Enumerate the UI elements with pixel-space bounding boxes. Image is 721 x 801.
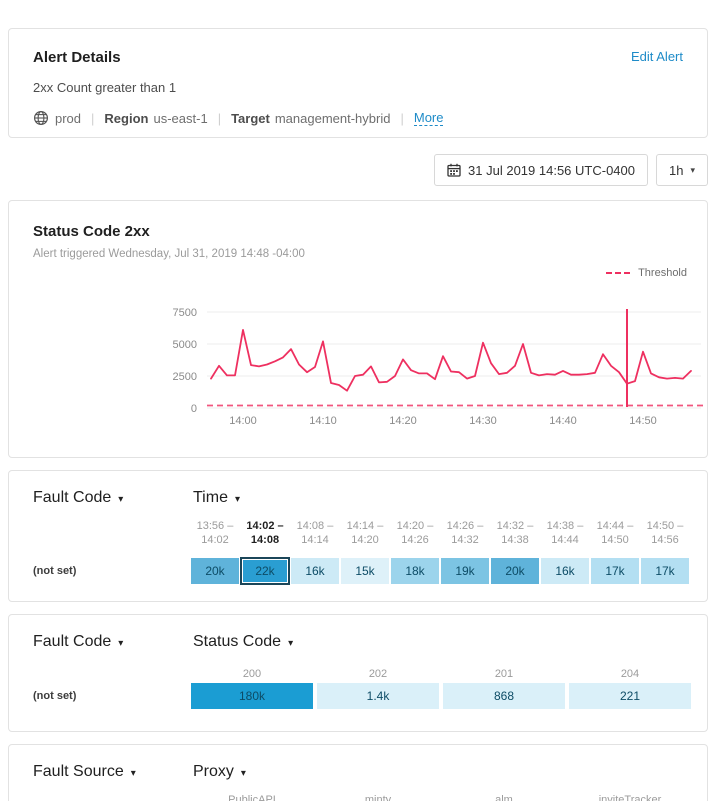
svg-text:0: 0 [191,403,197,415]
measure-label: Proxy [193,763,234,780]
heatmap-cell[interactable]: 1.4k [317,683,439,709]
threshold-dash-icon [606,272,631,274]
breakdown-card: Fault Code ▾ Status Code ▾ 200 202 201 204 (not … [8,614,708,732]
alert-meta-row: prod | Region us-east-1 | Target managem… [33,110,683,126]
page-title: Alert Details [33,49,121,66]
chart-card: Status Code 2xx Alert triggered Wednesda… [8,200,708,458]
dimension-label: Fault Source [33,763,124,780]
heatmap-cell[interactable]: 15k [341,558,389,584]
chevron-down-icon: ▾ [234,493,240,505]
column-headers: 13:56 –14:02 14:02 –14:08 14:08 –14:14 14:1… [191,519,689,547]
breakdown-card: Fault Code ▾ Time ▾ 13:56 –14:02 14:02 –14:08… [8,470,708,602]
chevron-down-icon: ▾ [240,767,246,779]
breakdown-card: Fault Source ▾ Proxy ▾ PublicAPI minty alm invi… [8,744,708,801]
chart-title: Status Code 2xx [33,223,150,240]
column-header: 14:26 –14:32 [446,520,484,546]
more-link[interactable]: More [413,110,444,126]
svg-text:2500: 2500 [173,371,197,383]
measure-dropdown[interactable]: Time ▾ [193,489,240,507]
region-label: Region [104,110,149,126]
measure-dropdown[interactable]: Proxy ▾ [193,763,246,781]
alert-condition: 2xx Count greater than 1 [33,80,177,95]
region-value: us-east-1 [153,110,208,126]
chevron-down-icon: ▾ [130,767,136,779]
svg-text:14:20: 14:20 [389,415,417,427]
svg-text:14:10: 14:10 [309,415,337,427]
column-header: inviteTracker [598,794,662,801]
heatmap-cell[interactable]: 17k [591,558,639,584]
heatmap-cell[interactable]: 22k [240,557,290,585]
globe-icon [33,110,49,126]
heatmap-cell[interactable]: 868 [443,683,565,709]
heatmap-cell[interactable]: 20k [491,558,539,584]
column-header: PublicAPI [228,794,276,801]
column-header: 14:20 –14:26 [396,520,434,546]
column-header: 14:08 –14:14 [296,520,334,546]
status-code-2xx-chart[interactable]: 0 2500 5000 7500 14:00 14:10 14:20 14:30 14:40 14… [9,271,709,436]
column-header: 14:38 –14:44 [546,520,584,546]
column-header: 200 [242,668,262,680]
duration-dropdown[interactable]: 1h ▾ [656,154,708,186]
dimension-dropdown[interactable]: Fault Code ▾ [33,489,123,507]
chevron-down-icon: ▾ [118,637,124,649]
heatmap-cell[interactable]: 180k [191,683,313,709]
dimension-label: Fault Code [33,633,112,650]
measure-label: Time [193,489,228,506]
heatmap-row: 20k 22k 16k 15k 18k 19k 20k 16k 17k 17k [191,557,689,585]
time-controls: 31 Jul 2019 14:56 UTC-0400 1h ▾ [0,154,708,186]
svg-text:7500: 7500 [173,307,197,319]
heatmap-cell[interactable]: 16k [291,558,339,584]
breakdown-cards: Fault Code ▾ Time ▾ 13:56 –14:02 14:02 –14:08… [0,470,721,801]
svg-text:14:30: 14:30 [469,415,497,427]
heatmap-row: 180k 1.4k 868 221 [191,683,691,709]
column-header: 14:14 –14:20 [346,520,384,546]
chevron-down-icon: ▾ [690,164,695,175]
column-header: 202 [368,668,388,680]
chart-legend: Threshold [606,267,687,279]
svg-text:5000: 5000 [173,339,197,351]
column-headers: PublicAPI minty alm inviteTracker [191,793,691,801]
column-header: 14:32 –14:38 [496,520,534,546]
measure-label: Status Code [193,633,282,650]
alert-details-card: Alert Details Edit Alert 2xx Count great… [8,28,708,138]
column-header: 14:02 –14:08 [246,520,284,546]
environment-value: prod [55,110,82,126]
svg-text:14:40: 14:40 [549,415,577,427]
datetime-picker-button[interactable]: 31 Jul 2019 14:56 UTC-0400 [434,154,648,186]
heatmap-cell[interactable]: 19k [441,558,489,584]
column-header: 14:50 –14:56 [646,520,684,546]
measure-dropdown[interactable]: Status Code ▾ [193,633,293,651]
column-header: 201 [494,668,514,680]
column-header: 13:56 –14:02 [196,520,234,546]
legend-label: Threshold [638,267,687,279]
series-line [210,329,692,392]
svg-text:14:50: 14:50 [629,415,657,427]
heatmap-cell[interactable]: 17k [641,558,689,584]
target-value: management-hybrid [274,110,391,126]
row-label: (not set) [33,565,77,577]
row-label: (not set) [33,690,77,702]
column-header: 14:44 –14:50 [596,520,634,546]
dimension-dropdown[interactable]: Fault Source ▾ [33,763,136,781]
chevron-down-icon: ▾ [118,493,124,505]
heatmap-cell[interactable]: 16k [541,558,589,584]
heatmap-cell[interactable]: 221 [569,683,691,709]
alert-detail-page: Alert Details Edit Alert 2xx Count great… [0,28,721,801]
alert-triggered-text: Alert triggered Wednesday, Jul 31, 2019 … [33,248,305,260]
edit-alert-link[interactable]: Edit Alert [630,49,683,64]
svg-text:14:00: 14:00 [229,415,257,427]
heatmap-cell[interactable]: 20k [191,558,239,584]
dimension-dropdown[interactable]: Fault Code ▾ [33,633,123,651]
target-label: Target [231,110,270,126]
column-header: alm [495,794,513,801]
datetime-value: 31 Jul 2019 14:56 UTC-0400 [468,162,635,178]
dimension-label: Fault Code [33,489,112,506]
column-header: 204 [620,668,640,680]
calendar-icon [447,163,461,177]
chevron-down-icon: ▾ [288,637,294,649]
heatmap-cell[interactable]: 18k [391,558,439,584]
column-header: minty [364,794,392,801]
duration-value: 1h [669,162,684,178]
column-headers: 200 202 201 204 [191,667,691,681]
